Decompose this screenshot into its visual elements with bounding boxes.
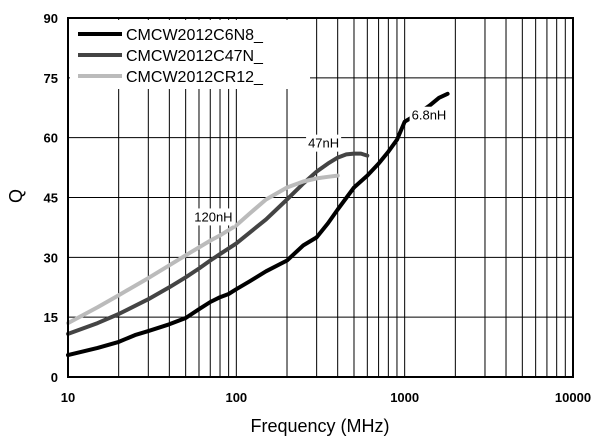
legend-label: CMCW2012C47N_ bbox=[126, 48, 264, 65]
series-line-1 bbox=[66, 151, 370, 336]
x-tick-labels: 10 100 1000 10000 bbox=[61, 390, 591, 405]
annotation-background bbox=[409, 106, 449, 124]
y-tick-label: 45 bbox=[44, 191, 58, 206]
series-annotation: 120nH bbox=[194, 209, 232, 224]
y-axis-label: Q bbox=[6, 189, 26, 203]
y-tick-label: 15 bbox=[44, 310, 58, 325]
x-tick-label: 10 bbox=[61, 390, 75, 405]
x-axis-label: Frequency (MHz) bbox=[250, 416, 389, 436]
annotation-background bbox=[192, 208, 235, 226]
y-tick-label: 60 bbox=[44, 131, 58, 146]
legend: CMCW2012C6N8_ CMCW2012C47N_ CMCW2012CR12_ bbox=[70, 20, 310, 89]
annotation-background bbox=[306, 134, 342, 152]
y-tick-labels: 0 15 30 45 60 75 90 bbox=[44, 11, 58, 385]
x-tick-label: 100 bbox=[225, 390, 247, 405]
series-annotations: 6.8nH 47nH 120nH bbox=[192, 106, 449, 226]
series-line-2 bbox=[66, 173, 340, 326]
series-line-0 bbox=[66, 91, 450, 358]
plot-frame bbox=[67, 17, 574, 378]
x-tick-label: 1000 bbox=[390, 390, 419, 405]
legend-label: CMCW2012C6N8_ bbox=[126, 27, 264, 44]
series-lines bbox=[66, 91, 450, 358]
y-tick-label: 30 bbox=[44, 250, 58, 265]
x-tick-label: 10000 bbox=[555, 390, 591, 405]
series-annotation: 6.8nH bbox=[412, 108, 447, 123]
legend-label: CMCW2012CR12_ bbox=[126, 69, 264, 86]
series-annotation: 47nH bbox=[308, 136, 339, 151]
y-tick-label: 90 bbox=[44, 11, 58, 26]
y-tick-label: 75 bbox=[44, 71, 58, 86]
y-tick-label: 0 bbox=[51, 370, 58, 385]
